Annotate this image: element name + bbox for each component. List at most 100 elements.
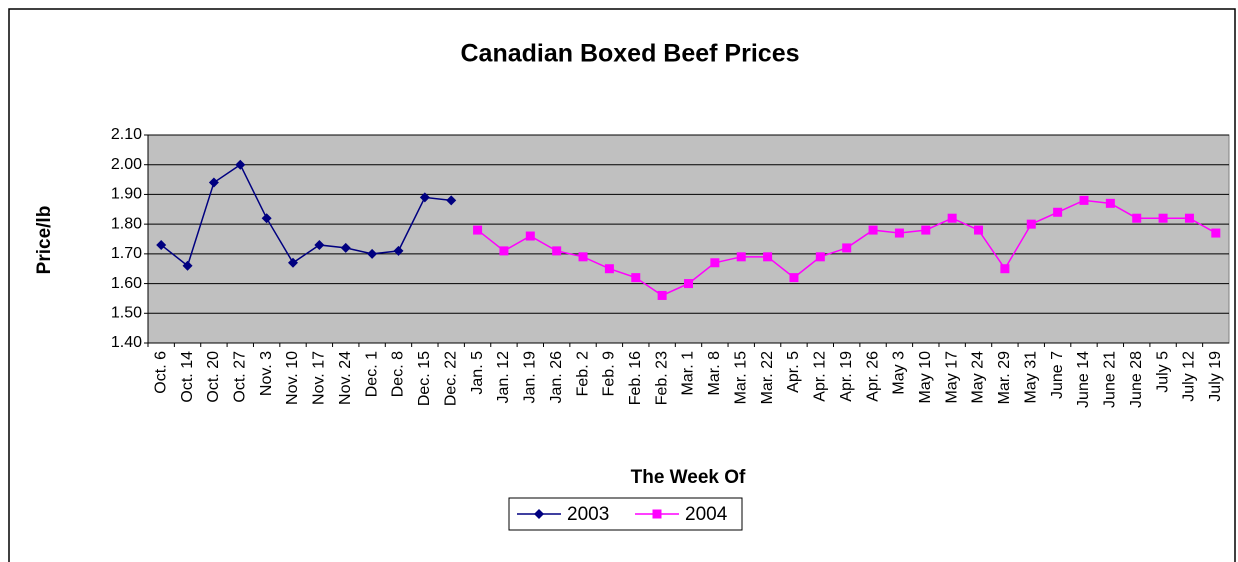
x-tick-label: Mar. 15 [732,351,749,404]
y-tick-label: 1.40 [111,334,142,351]
y-tick-label: 1.50 [111,305,142,322]
x-tick-label: Mar. 29 [996,351,1013,404]
x-tick-label: July 19 [1207,351,1224,402]
marker [473,225,483,235]
x-tick-label: June 7 [1049,351,1066,399]
legend-label: 2004 [685,504,728,525]
marker [288,257,299,268]
marker [314,239,325,250]
marker [419,192,430,203]
x-tick-label: Nov. 10 [284,351,301,405]
x-tick-label: Jan. 26 [548,351,565,404]
x-tick-label: June 28 [1128,351,1145,408]
x-tick-label: Nov. 3 [258,351,275,396]
marker [525,231,535,241]
x-tick-label: Jan. 19 [522,351,539,404]
y-axis-title: Price/lb [34,206,55,275]
marker [763,252,773,262]
y-tick-label: 1.60 [111,275,142,292]
x-tick-label: Apr. 12 [812,351,829,402]
marker [499,246,509,256]
marker [1079,195,1089,205]
y-tick-label: 1.70 [111,245,142,262]
marker [367,248,378,259]
marker [684,279,693,289]
marker [1211,228,1221,238]
marker [1132,213,1142,223]
x-tick-label: July 5 [1154,351,1171,393]
marker [842,243,852,253]
x-tick-label: Mar. 1 [680,351,697,396]
series-line [160,163,452,268]
x-tick-label: Mar. 8 [706,351,723,396]
marker [1105,198,1115,208]
x-tick-label: Nov. 24 [337,351,354,405]
marker [604,264,614,274]
x-tick-label: May 3 [891,351,908,395]
marker [1184,213,1194,223]
marker [578,252,588,262]
x-tick-label: Apr. 26 [864,351,881,402]
marker [921,225,931,235]
x-tick-label: July 12 [1181,351,1198,402]
marker [552,246,562,256]
marker [534,509,544,519]
x-tick-label: Jan. 5 [469,351,486,395]
marker [182,260,193,271]
marker [894,228,904,238]
marker [789,273,799,283]
y-tick-label: 2.10 [111,126,142,143]
marker [1158,213,1168,223]
marker [208,177,219,188]
x-tick-label: Feb. 16 [627,351,644,405]
x-tick-label: Dec. 15 [416,351,433,406]
x-tick-label: Apr. 19 [838,351,855,402]
x-tick-label: May 31 [1022,351,1039,404]
marker [868,225,878,235]
x-tick-label: Dec. 22 [442,351,459,406]
marker [1026,219,1036,229]
x-tick-label: Feb. 2 [574,351,591,396]
marker [631,273,641,283]
marker [736,252,746,262]
x-tick-label: Nov. 17 [311,351,328,405]
marker [156,239,167,250]
x-tick-label: Mar. 22 [759,351,776,404]
x-axis-title: The Week Of [631,467,746,488]
x-tick-label: Dec. 8 [390,351,407,397]
x-tick-label: Oct. 14 [179,351,196,403]
x-tick-label: Oct. 27 [231,351,248,403]
marker [947,213,957,223]
x-tick-label: Oct. 20 [205,351,222,403]
x-tick-label: June 14 [1075,351,1092,408]
marker [657,290,667,300]
marker [1053,207,1063,217]
x-tick-label: Feb. 23 [653,351,670,405]
marker [974,225,984,235]
x-tick-label: Apr. 5 [785,351,802,393]
x-tick-label: Dec. 1 [363,351,380,397]
marker [710,258,720,268]
x-tick-label: Jan. 12 [495,351,512,404]
x-tick-label: May 17 [943,351,960,404]
x-tick-label: May 10 [917,351,934,404]
marker [393,245,404,256]
x-tick-label: June 21 [1102,351,1119,408]
marker [340,242,351,253]
plot-area [147,134,1230,344]
marker [815,252,825,262]
x-tick-label: Feb. 9 [601,351,618,396]
marker [235,159,246,170]
legend-label: 2003 [567,504,609,525]
chart-title: Canadian Boxed Beef Prices [460,40,799,68]
y-tick-label: 2.00 [111,156,142,173]
y-tick-label: 1.90 [111,186,142,203]
y-tick-label: 1.80 [111,215,142,232]
marker [446,195,457,206]
marker [1000,264,1010,274]
x-tick-label: Oct. 6 [152,351,169,394]
x-tick-label: May 24 [970,351,987,404]
marker [652,509,662,519]
marker [261,213,272,224]
